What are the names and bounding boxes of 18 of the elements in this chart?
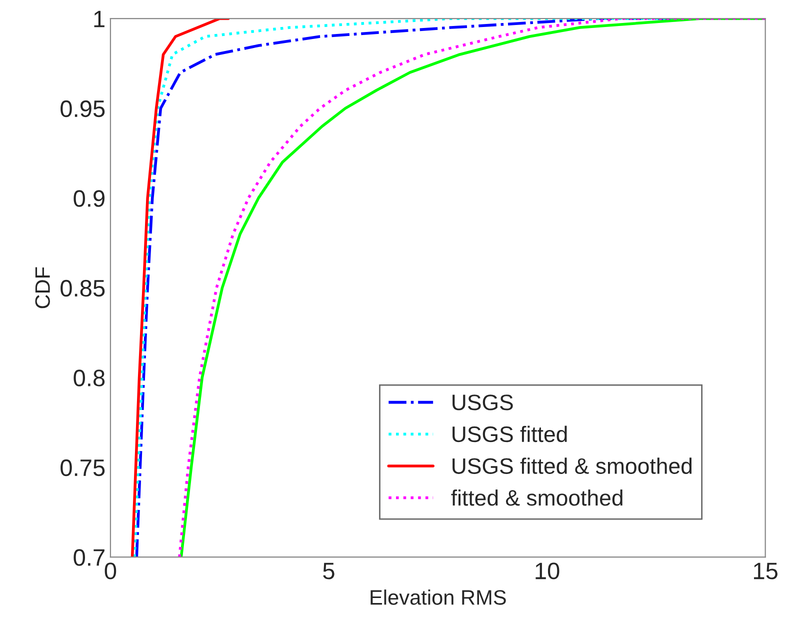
y-tick-label: 0.95 xyxy=(60,100,105,118)
x-tick-label: 5 xyxy=(323,562,334,580)
y-tick-label: 0.9 xyxy=(74,190,104,207)
y-axis-title: CDF xyxy=(35,267,50,308)
x-tick-label: 0 xyxy=(104,562,116,580)
x-tick-label: 15 xyxy=(754,562,778,580)
legend-label: USGS fitted xyxy=(452,426,567,442)
y-tick-label: 0.85 xyxy=(60,280,105,297)
legend-label: fitted & smoothed xyxy=(451,489,622,506)
legend-label: USGS fitted & smoothed xyxy=(452,458,692,474)
y-tick-label: 0.75 xyxy=(60,459,105,476)
line-series xyxy=(130,18,230,558)
y-tick-label: 0.8 xyxy=(74,370,105,386)
x-axis-title: Elevation RMS xyxy=(370,590,506,605)
x-tick-label: 10 xyxy=(536,562,560,580)
y-tick-label: 0.7 xyxy=(74,549,104,566)
legend-label: USGS xyxy=(452,394,513,410)
y-tick-label: 1 xyxy=(94,10,104,28)
